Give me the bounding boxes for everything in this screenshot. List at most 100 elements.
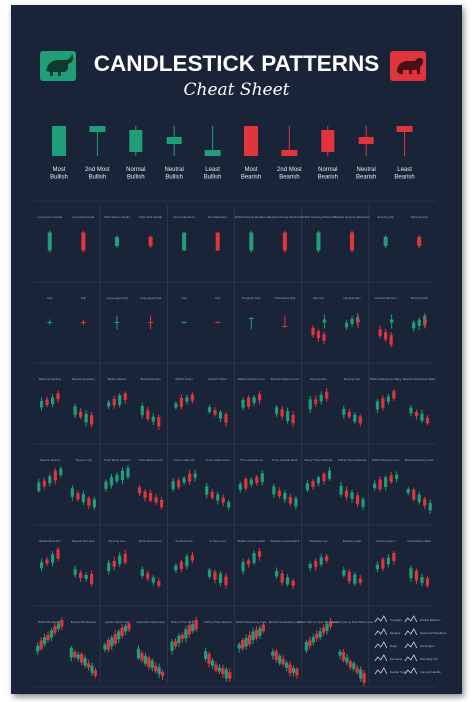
pattern-cell: Bullish Opening Marubozu: [302, 215, 336, 253]
pattern-candle: [258, 625, 262, 639]
pattern-candle: [215, 232, 220, 251]
legend-item: Normal Bearish: [318, 126, 338, 181]
pattern-label: Bullish Belt Hold: [39, 539, 60, 543]
pattern-label: Piercing Line: [109, 539, 126, 543]
pattern-label: Bearish Engulfing: [72, 377, 95, 381]
pattern-candle: [224, 666, 228, 682]
pattern-candle: [319, 553, 323, 568]
pattern-label: Bullish Harami Cross: [238, 377, 266, 381]
pattern-candle: [207, 404, 212, 415]
pattern-candle: [255, 474, 259, 486]
pattern-candle: [56, 620, 61, 632]
pattern-label: Shooting Star: [410, 296, 428, 300]
pattern-candle: [280, 405, 284, 420]
side-legend-label: Double Tops: [390, 670, 407, 674]
pattern-candle: [358, 574, 362, 586]
pattern-cell: Green Marubozu: [173, 215, 195, 251]
pattern-candle: [425, 415, 430, 426]
pattern-candle: [381, 395, 385, 411]
pattern-candle: [80, 651, 84, 666]
side-legend-label: Rectangles: [420, 644, 435, 648]
pattern-cell: Falling Three Methods: [338, 458, 367, 510]
pattern-candle: [170, 639, 174, 655]
pattern-candle: [325, 620, 329, 635]
pattern-candle: [37, 478, 41, 493]
pattern-candle: [87, 495, 91, 509]
pattern-candle: [355, 492, 360, 508]
pattern-candle: [277, 487, 281, 499]
pattern-candle: [322, 314, 327, 329]
pattern-label: Bullish Kicker: [175, 377, 192, 381]
side-legend-label: Flags: [390, 644, 398, 648]
pattern-candle: [304, 639, 308, 654]
pattern-candle: [348, 659, 352, 671]
pattern-candle: [207, 567, 212, 579]
pattern-cell: Bearish Separating Lines: [269, 620, 302, 680]
pattern-label: Bearish Opening Marubozu: [334, 215, 370, 219]
pattern-candle: [151, 575, 155, 586]
legend-candle: [396, 126, 413, 156]
pattern-candle: [69, 645, 73, 662]
pattern-candle: [305, 479, 310, 493]
pattern-cell: Hanging Man: [343, 296, 361, 330]
pattern-cell: Bearish Counterattack: [271, 539, 300, 590]
pattern-candle: [244, 476, 248, 492]
pattern-cell: Tweezer Bottom: [37, 458, 63, 493]
pattern-candle: [56, 390, 60, 403]
pattern-candle: [157, 414, 161, 430]
pattern-candle: [392, 550, 396, 565]
pattern-candle: [260, 470, 264, 486]
pattern-candle: [182, 232, 187, 251]
pattern-candle: [339, 481, 343, 497]
pattern-candle: [150, 658, 154, 672]
pattern-candle: [84, 410, 88, 427]
pattern-cell: Bullish Meeting Lines: [372, 458, 400, 492]
pattern-candle: [341, 648, 346, 663]
pattern-candle: [159, 496, 164, 510]
pattern-candle: [182, 475, 186, 486]
pattern-candle: [322, 471, 326, 485]
pattern-cell: Red Marubozu: [208, 215, 228, 251]
pattern-candle: [355, 664, 359, 675]
pattern-candle: [350, 230, 355, 253]
pattern-candle: [174, 401, 178, 410]
pattern-candle: [251, 627, 255, 644]
legend-item: Neutral Bullish: [165, 126, 184, 181]
pattern-candle: [120, 467, 125, 485]
pattern-cell: Bearish Harami Cross: [271, 377, 300, 427]
pattern-label: Dragonfly Doji: [242, 296, 261, 300]
pattern-label: Doji: [182, 296, 187, 300]
pattern-label: Falling Three Methods: [338, 458, 367, 462]
poster-canvas: CANDLESTICK PATTERNS Cheat Sheet Most Bul…: [33, 51, 447, 688]
pattern-candle: [218, 410, 223, 423]
pattern-candle: [93, 667, 98, 679]
pattern-candle: [177, 633, 181, 647]
pattern-cell: In Neck Line: [207, 539, 228, 589]
pattern-candle: [151, 413, 155, 426]
pattern-label: Long-legged doji: [106, 296, 128, 300]
pattern-candle: [123, 391, 127, 404]
side-legend-item: Double Bottoms: [404, 615, 441, 623]
pattern-candle: [123, 549, 127, 565]
pattern-candle: [358, 414, 362, 427]
pattern-candle: [420, 573, 424, 586]
pattern-candle: [291, 578, 295, 590]
pattern-cell: Spinning Top: [377, 215, 394, 248]
pattern-candle: [73, 565, 77, 578]
pattern-candle: [420, 409, 424, 424]
pattern-candle: [127, 621, 131, 633]
pattern-candle: [392, 388, 396, 401]
pattern-cell: Bearish Harami: [141, 377, 161, 430]
pattern-candle: [409, 565, 413, 582]
pattern-candle: [295, 666, 299, 680]
pattern-candle: [325, 387, 329, 402]
legend-candle: [52, 126, 66, 156]
pattern-cell: Bearish Closing Marubozu: [268, 215, 302, 253]
pattern-candle: [257, 391, 262, 405]
pattern-candle: [252, 395, 256, 407]
pattern-candle: [283, 489, 287, 504]
pattern-candle: [359, 666, 363, 682]
pattern-label: Bearish Belt Hold: [72, 539, 95, 543]
pattern-candle: [278, 653, 282, 666]
pattern-candle: [140, 566, 144, 579]
